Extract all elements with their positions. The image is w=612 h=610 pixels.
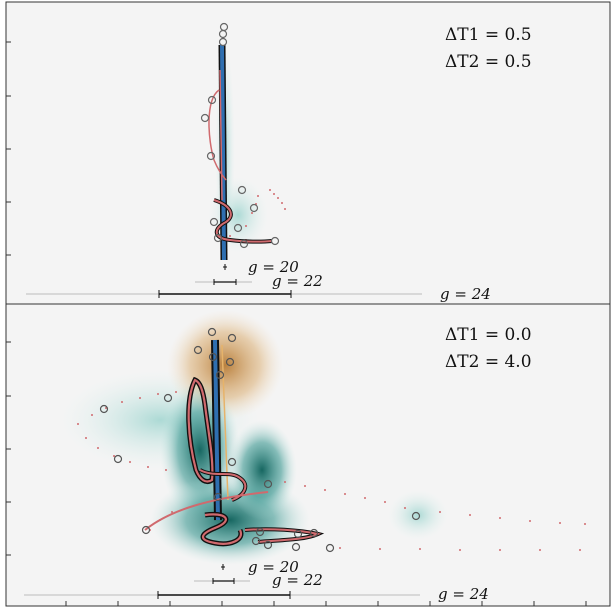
top-scale-bars: g = 20 g = 22 g = 24: [26, 258, 491, 303]
bottom-scale-bars: g = 20 g = 22 g = 24: [24, 558, 489, 603]
top-dotted-trace: [229, 189, 286, 243]
panel-top-yticks: [6, 41, 11, 256]
top-trace-loop: [208, 69, 227, 201]
top-g24-label: g = 24: [440, 285, 491, 303]
bottom-dotted-trace: [77, 391, 586, 551]
bottom-base-trace: [201, 513, 243, 545]
panel-top: g = 20 g = 22 g = 24 ΔT1 = 0.5 ΔT2 = 0.5: [5, 1, 611, 305]
top-g20-label: g = 20: [248, 258, 299, 276]
bottom-trace-core: [213, 339, 220, 521]
bottom-markers: [99, 327, 421, 553]
panel-bottom-xticks: [65, 601, 587, 606]
bottom-heat-far: [388, 490, 448, 540]
bottom-loop: [187, 378, 214, 483]
top-g22-label: g = 22: [272, 272, 323, 290]
bottom-annotation-dt1: ΔT1 = 0.0: [445, 325, 532, 345]
bottom-annotation-dt2: ΔT2 = 4.0: [445, 352, 532, 372]
top-trace-core: [220, 44, 226, 261]
top-annotation-dt2: ΔT2 = 0.5: [445, 52, 532, 72]
bottom-heat-teal-right: [227, 420, 297, 520]
top-annotation-dt1: ΔT1 = 0.5: [445, 25, 532, 45]
bottom-g20-label: g = 20: [248, 558, 299, 576]
top-markers: [200, 22, 280, 249]
bottom-g22-label: g = 22: [272, 571, 323, 589]
top-trace-base: [213, 199, 273, 243]
panel-bottom: g = 20 g = 22 g = 24 ΔT1 = 0.0 ΔT2 = 4.0: [5, 303, 611, 607]
bottom-sweep-trace: [144, 491, 269, 531]
panel-top-frame: [5, 1, 611, 305]
panel-bottom-yticks: [6, 341, 11, 556]
bottom-g24-label: g = 24: [438, 585, 489, 603]
